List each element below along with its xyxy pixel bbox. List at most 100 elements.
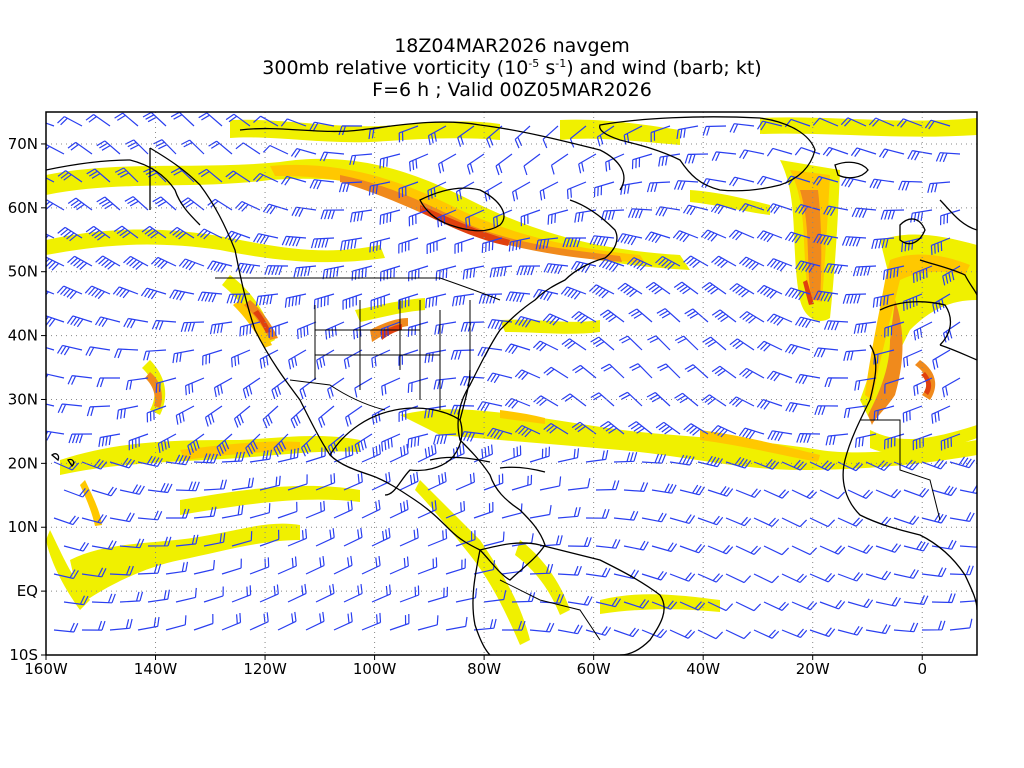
wind-barb — [822, 146, 849, 157]
wind-barb — [711, 255, 737, 269]
wind-barb — [673, 281, 699, 295]
wind-barb — [949, 512, 975, 522]
wind-barb — [595, 597, 622, 608]
wind-barb — [109, 565, 134, 576]
wind-barb — [343, 584, 363, 603]
x-tick-label: 140W — [134, 660, 178, 678]
wind-barb — [309, 121, 335, 132]
wind-barb — [338, 181, 363, 193]
wind-barb — [679, 601, 706, 611]
wind-barb — [572, 364, 597, 379]
wind-barb — [277, 556, 297, 575]
wind-barb — [508, 237, 531, 252]
wind-barb — [109, 457, 136, 469]
wind-barb — [729, 123, 755, 133]
wind-barb — [935, 152, 961, 163]
wind-barb — [701, 178, 727, 188]
wind-barb — [784, 343, 811, 355]
wind-barb — [676, 125, 699, 139]
wind-barb — [669, 572, 696, 582]
wind-barb — [417, 615, 439, 631]
wind-barb — [249, 449, 273, 463]
wind-barb — [702, 336, 727, 351]
wind-barb — [143, 349, 167, 361]
wind-barb — [233, 405, 251, 428]
wind-barb — [427, 529, 448, 547]
wind-barb — [175, 481, 200, 492]
wind-barb — [596, 125, 615, 147]
wind-barb — [631, 153, 653, 170]
wind-barb — [67, 375, 93, 385]
wind-barb — [700, 229, 727, 242]
wind-barb — [371, 405, 391, 425]
wind-barb — [280, 175, 307, 186]
wind-barb — [46, 256, 65, 271]
wind-barb — [495, 153, 513, 176]
wind-barb — [766, 313, 793, 326]
wind-barb — [910, 209, 933, 223]
wind-barb — [354, 433, 373, 455]
wind-barb — [202, 349, 223, 366]
coastline-hudson-bay — [419, 187, 505, 232]
wind-barb — [711, 365, 737, 379]
wind-barb — [277, 447, 299, 463]
wind-barb — [407, 433, 429, 449]
wind-barb — [898, 180, 923, 191]
wind-barb — [473, 501, 494, 519]
wind-barb — [91, 593, 116, 604]
wind-barb — [206, 260, 233, 273]
wind-barb — [290, 148, 317, 158]
x-tick-label: 160W — [24, 660, 68, 678]
wind-barb — [284, 293, 307, 308]
wind-barb — [86, 168, 111, 183]
wind-barb — [46, 177, 55, 183]
wind-barb — [389, 443, 409, 463]
wind-barb — [53, 622, 79, 633]
wind-barb — [426, 237, 447, 255]
wind-barb — [655, 206, 681, 217]
wind-barb — [843, 405, 867, 419]
wind-barb — [342, 293, 363, 310]
wind-barb — [84, 285, 111, 300]
coastline-americas-west — [149, 147, 481, 551]
wind-barb — [841, 177, 867, 188]
wind-barb — [259, 584, 279, 603]
wind-barb — [91, 540, 117, 551]
wind-barb — [847, 544, 874, 554]
wind-barb — [766, 370, 793, 382]
wind-barb — [315, 473, 336, 491]
wind-barb — [63, 595, 89, 606]
wind-barb — [655, 255, 681, 271]
wind-barb — [46, 315, 65, 327]
wind-barb — [208, 140, 233, 155]
wind-barb — [389, 499, 409, 519]
wind-barb — [924, 119, 951, 130]
wind-barb — [57, 116, 83, 127]
wind-barb — [114, 167, 139, 183]
title-exponent-1: -5 — [528, 57, 540, 70]
wind-barb — [408, 265, 429, 282]
coastline-iceland — [834, 161, 869, 179]
wind-barb — [728, 229, 755, 241]
wind-barb — [299, 377, 317, 400]
wind-barb — [179, 197, 205, 211]
wind-barb — [81, 514, 108, 524]
wind-barb — [875, 488, 902, 499]
wind-barb — [618, 335, 643, 351]
wind-barb — [424, 349, 447, 364]
wind-barb — [417, 443, 437, 463]
wind-barb — [345, 405, 363, 427]
wind-barb — [739, 367, 765, 379]
wind-barb — [166, 508, 190, 519]
wind-barb — [124, 196, 149, 211]
wind-barb — [361, 444, 381, 463]
coastline-british-isles — [899, 218, 926, 245]
wind-barb — [245, 433, 261, 457]
wind-barb — [351, 265, 373, 281]
wind-barb — [242, 377, 261, 399]
wind-barb — [605, 153, 625, 172]
wind-barb — [287, 474, 308, 491]
wind-barb — [842, 293, 867, 304]
wind-barb — [226, 293, 251, 304]
wind-barb — [851, 207, 877, 219]
